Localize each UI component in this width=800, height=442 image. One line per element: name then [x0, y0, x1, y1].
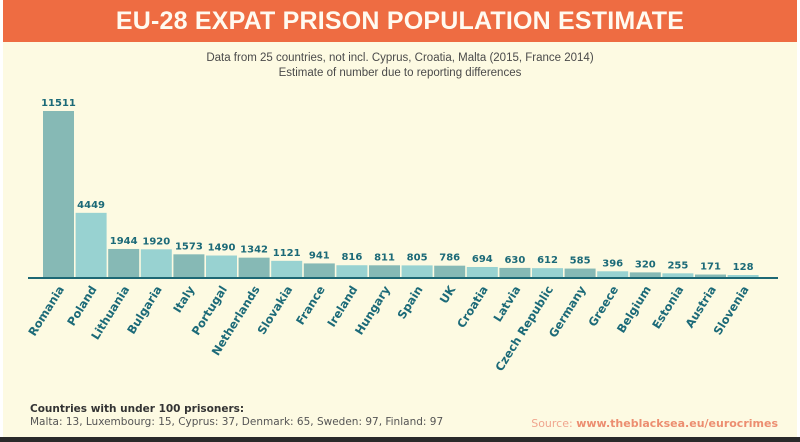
category-label: Romania: [25, 283, 67, 338]
value-label: 612: [537, 255, 558, 266]
value-label: 805: [407, 252, 428, 263]
source-credit: Source: www.theblacksea.eu/eurocrimes: [531, 417, 778, 430]
category-label: Poland: [64, 283, 99, 328]
value-label: 1121: [273, 248, 301, 259]
value-label: 941: [309, 250, 330, 261]
bar-portugal: [206, 255, 237, 277]
value-label: 1342: [240, 245, 268, 256]
bar-slovakia: [271, 260, 303, 277]
category-label: Spain: [394, 283, 425, 321]
bar-romania: [43, 111, 74, 277]
value-label: 255: [667, 260, 688, 271]
bar-greece: [597, 271, 629, 277]
bar-czech-republic: [532, 268, 563, 277]
value-label: 11511: [41, 98, 76, 109]
value-label: 396: [602, 258, 623, 269]
footnote-title: Countries with under 100 prisoners:: [30, 403, 245, 415]
bar-france: [303, 263, 335, 277]
bar-hungary: [369, 265, 400, 277]
value-label: 811: [374, 252, 395, 263]
value-label: 786: [439, 253, 460, 264]
bar-ireland: [336, 265, 368, 277]
bar-uk: [434, 265, 466, 277]
value-label: 320: [635, 259, 656, 270]
source-link[interactable]: www.theblacksea.eu/eurocrimes: [576, 417, 778, 430]
bar-bulgaria: [140, 249, 172, 277]
category-label: UK: [437, 282, 459, 306]
footnote: Countries with under 100 prisoners: Malt…: [30, 403, 443, 428]
value-label: 1573: [175, 241, 203, 252]
source-prefix: Source:: [531, 417, 577, 430]
bar-croatia: [466, 266, 498, 277]
footnote-text: Malta: 13, Luxembourg: 15, Cyprus: 37, D…: [30, 416, 444, 428]
category-label: Estonia: [649, 283, 686, 331]
chart-title: EU-28 EXPAT PRISON POPULATION ESTIMATE: [3, 0, 797, 42]
category-label: Czech Republic: [492, 283, 556, 374]
value-label: 1920: [142, 236, 170, 247]
value-label: 4449: [77, 200, 105, 211]
value-label: 630: [504, 255, 525, 266]
value-label: 1490: [208, 243, 236, 254]
category-label: Ireland: [324, 283, 360, 329]
bar-estonia: [662, 273, 694, 277]
bar-slovenia: [727, 275, 759, 277]
bar-poland: [75, 212, 107, 277]
bar-lithuania: [108, 248, 140, 277]
chart-subtitle-line1: Data from 25 countries, not incl. Cyprus…: [206, 52, 594, 64]
category-label: Austria: [682, 283, 719, 330]
bar-latvia: [499, 267, 531, 277]
bottom-border: [0, 437, 800, 442]
bar-germany: [564, 268, 596, 277]
value-label: 171: [700, 262, 721, 273]
bar-netherlands: [238, 257, 270, 277]
value-label: 585: [570, 256, 591, 267]
bar-spain: [401, 265, 433, 277]
bar-italy: [173, 254, 205, 277]
chart-subtitle-line2: Estimate of number due to reporting diff…: [278, 67, 522, 79]
value-label: 1944: [110, 236, 138, 247]
value-label: 694: [472, 254, 493, 265]
category-label: Greece: [585, 283, 621, 329]
bar-belgium: [629, 272, 661, 277]
category-label: Italy: [170, 283, 197, 315]
value-label: 816: [341, 252, 362, 263]
bar-austria: [695, 274, 726, 277]
category-label: Croatia: [454, 283, 491, 330]
value-label: 128: [733, 262, 754, 273]
infographic-panel: EU-28 EXPAT PRISON POPULATION ESTIMATE D…: [3, 0, 797, 437]
category-label: Latvia: [490, 283, 523, 324]
category-label: France: [293, 283, 328, 327]
